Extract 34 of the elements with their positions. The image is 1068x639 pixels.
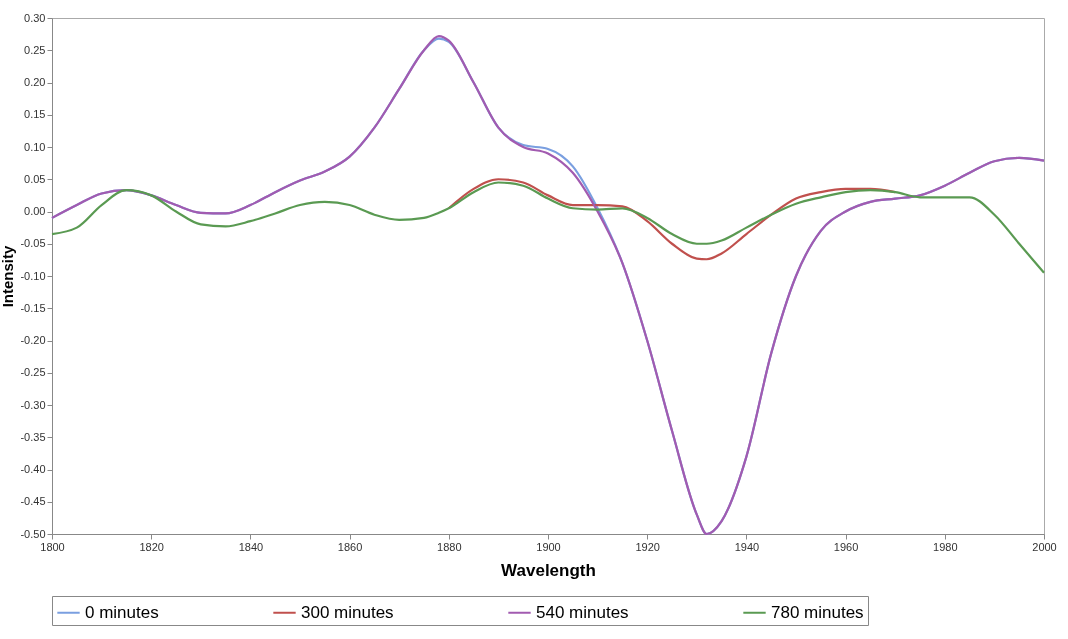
y-tick-label: -0.10 <box>20 269 46 282</box>
x-tick-label: 1800 <box>40 540 65 553</box>
x-tick-label: 1840 <box>238 540 264 553</box>
legend-label: 780 minutes <box>771 602 864 622</box>
x-tick-label: 1860 <box>337 540 363 553</box>
legend-label: 0 minutes <box>85 602 159 622</box>
x-tick-label: 1980 <box>933 540 958 553</box>
x-tick-label: 2000 <box>1032 540 1057 553</box>
y-tick-label: -0.30 <box>20 398 46 411</box>
x-tick-label: 1900 <box>536 540 561 553</box>
x-tick-label: 1880 <box>437 540 462 553</box>
x-tick-label: 1940 <box>734 540 760 553</box>
y-tick-label: -0.35 <box>20 430 46 443</box>
y-tick-label: 0.00 <box>24 205 46 217</box>
y-tick-label: -0.40 <box>20 463 46 475</box>
x-tick-label: 1920 <box>635 540 660 553</box>
y-tick-label: -0.50 <box>20 527 46 540</box>
y-tick-label: 0.10 <box>24 140 46 153</box>
y-tick-label: 0.05 <box>24 172 46 185</box>
legend-label: 540 minutes <box>536 602 629 622</box>
y-tick-label: 0.25 <box>24 43 46 56</box>
y-tick-label: -0.45 <box>20 495 46 508</box>
y-tick-label: -0.20 <box>20 334 46 346</box>
x-tick-label: 1820 <box>139 540 164 553</box>
x-tick-label: 1960 <box>833 540 859 553</box>
y-tick-label: 0.20 <box>24 76 46 88</box>
x-axis-title: Wavelength <box>501 560 596 580</box>
legend-label: 300 minutes <box>301 602 394 622</box>
y-axis-title: Intensity <box>0 245 17 308</box>
y-tick-label: -0.15 <box>20 301 46 314</box>
y-tick-label: -0.05 <box>20 237 46 250</box>
y-tick-label: -0.25 <box>20 366 46 379</box>
y-tick-label: 0.30 <box>24 11 46 24</box>
y-tick-label: 0.15 <box>24 108 46 121</box>
